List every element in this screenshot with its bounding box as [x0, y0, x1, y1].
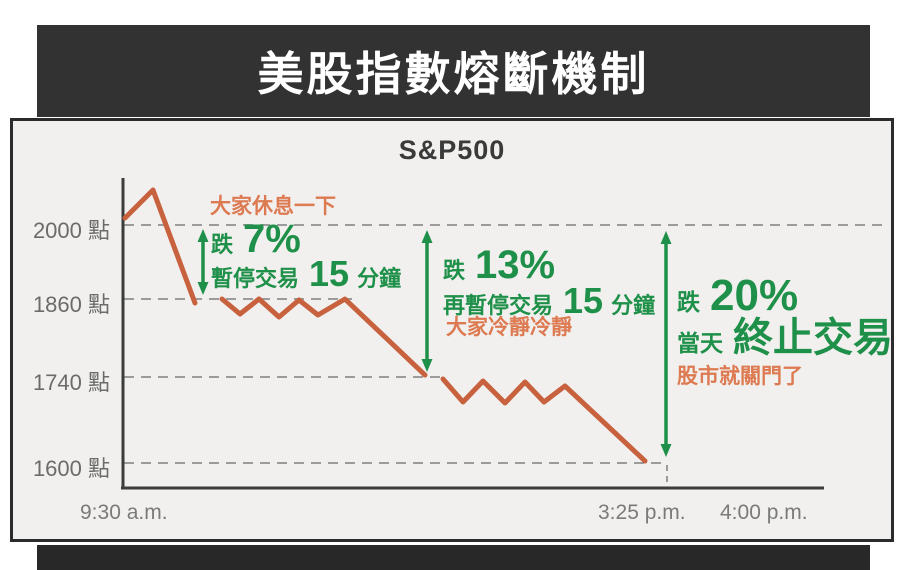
halt-action: 暫停交易: [211, 266, 300, 291]
halt-action: 再暫停交易: [443, 293, 554, 318]
x-axis-label-325pm: 3:25 p.m.: [598, 501, 686, 524]
halt-minutes: 15: [309, 253, 350, 294]
drop-prefix: 跌: [443, 258, 466, 283]
drop-20pct-value: 20%: [710, 271, 799, 320]
drop-13pct-value: 13%: [475, 243, 556, 287]
drop-13pct-line: 跌 13%: [443, 245, 555, 285]
x-axis-label-930am: 9:30 a.m.: [80, 501, 168, 524]
drop-20pct-line: 跌 20%: [677, 274, 798, 318]
day-label: 當天: [677, 330, 723, 356]
chart-panel: [10, 118, 894, 542]
x-axis-label-400pm: 4:00 p.m.: [720, 501, 808, 524]
note-calm-down: 大家冷靜冷靜: [446, 316, 572, 339]
terminate-trading-label: 終止交易: [733, 316, 893, 360]
y-axis-label-1860: 1860 點: [32, 292, 110, 317]
halt-15min-line-2: 再暫停交易 15 分鐘: [443, 283, 655, 319]
header-banner: 美股指數熔斷機制: [37, 25, 870, 117]
terminate-trading-line: 當天 終止交易: [677, 318, 893, 358]
y-axis-label-2000: 2000 點: [32, 218, 110, 243]
note-take-a-break: 大家休息一下: [210, 195, 336, 218]
y-axis-label-1740: 1740 點: [32, 370, 110, 395]
panel-drop-shadow: [37, 545, 870, 570]
page-title: 美股指數熔斷機制: [257, 48, 650, 100]
drop-7pct-value: 7%: [243, 217, 301, 261]
note-market-closed: 股市就關門了: [677, 365, 803, 388]
halt-15min-line-1: 暫停交易 15 分鐘: [211, 256, 401, 292]
halt-unit: 分鐘: [357, 266, 402, 291]
halt-minutes: 15: [563, 280, 604, 321]
halt-unit: 分鐘: [611, 293, 656, 318]
y-axis-label-1600: 1600 點: [32, 456, 110, 481]
drop-prefix: 跌: [677, 289, 700, 315]
drop-prefix: 跌: [211, 232, 234, 257]
drop-7pct-line: 跌 7%: [211, 219, 301, 259]
chart-title: S&P500: [398, 135, 506, 165]
